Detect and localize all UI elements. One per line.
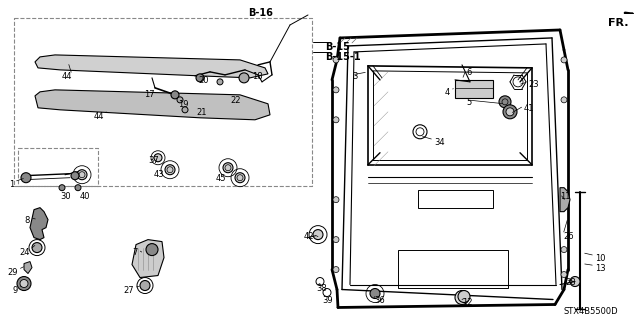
Text: 6: 6 <box>466 68 472 77</box>
Circle shape <box>20 279 28 287</box>
Circle shape <box>75 185 81 191</box>
Text: 34: 34 <box>434 138 445 147</box>
Polygon shape <box>560 188 570 211</box>
Text: 11: 11 <box>560 192 570 201</box>
Text: 17: 17 <box>145 90 155 99</box>
Text: 41: 41 <box>524 104 534 113</box>
Circle shape <box>154 154 162 162</box>
Circle shape <box>561 271 567 278</box>
Circle shape <box>333 267 339 272</box>
Circle shape <box>455 291 469 305</box>
Circle shape <box>146 244 158 256</box>
Polygon shape <box>24 262 32 274</box>
Circle shape <box>182 107 188 113</box>
Circle shape <box>217 79 223 85</box>
Circle shape <box>32 242 42 253</box>
Text: 42: 42 <box>303 232 314 241</box>
Polygon shape <box>35 90 270 120</box>
Circle shape <box>239 73 249 83</box>
Text: B-15: B-15 <box>325 42 350 52</box>
Text: 4: 4 <box>445 88 450 97</box>
Circle shape <box>165 165 175 175</box>
Text: B-15-1: B-15-1 <box>325 52 360 62</box>
Polygon shape <box>30 208 48 240</box>
Bar <box>600 14 636 28</box>
Circle shape <box>171 91 179 99</box>
Text: 20: 20 <box>198 76 209 85</box>
Bar <box>398 249 508 287</box>
Text: 26: 26 <box>563 232 573 241</box>
Circle shape <box>71 172 79 180</box>
Text: 24: 24 <box>19 248 30 256</box>
Circle shape <box>499 96 511 108</box>
Circle shape <box>561 247 567 253</box>
Circle shape <box>77 170 87 180</box>
Text: 10: 10 <box>595 254 605 263</box>
Bar <box>18 148 98 186</box>
Circle shape <box>561 197 567 203</box>
Text: STX4B5500D: STX4B5500D <box>563 308 618 316</box>
Text: 21: 21 <box>196 108 207 117</box>
Text: 44: 44 <box>61 72 72 81</box>
Circle shape <box>561 97 567 103</box>
Text: 39: 39 <box>322 295 333 305</box>
Text: 45: 45 <box>216 174 227 183</box>
Circle shape <box>313 230 323 240</box>
Circle shape <box>370 288 380 299</box>
Circle shape <box>561 57 567 63</box>
Circle shape <box>17 277 31 291</box>
Circle shape <box>458 291 470 302</box>
Text: B-16: B-16 <box>248 8 273 18</box>
Circle shape <box>333 197 339 203</box>
Circle shape <box>333 87 339 93</box>
Circle shape <box>333 57 339 63</box>
Text: 9: 9 <box>13 286 18 294</box>
Text: 23: 23 <box>528 80 539 89</box>
Bar <box>14 18 312 186</box>
Text: 5: 5 <box>466 98 471 107</box>
Circle shape <box>235 173 245 183</box>
Text: 18: 18 <box>252 72 262 81</box>
Bar <box>455 80 493 98</box>
Text: 37: 37 <box>148 156 159 165</box>
Polygon shape <box>132 240 164 278</box>
Circle shape <box>140 280 150 291</box>
Text: 36: 36 <box>374 295 385 305</box>
Text: 3: 3 <box>352 72 357 81</box>
Circle shape <box>333 117 339 123</box>
Circle shape <box>21 173 31 183</box>
Text: 44: 44 <box>93 112 104 121</box>
Circle shape <box>223 163 233 173</box>
Text: FR.: FR. <box>608 18 628 28</box>
Text: 19: 19 <box>178 100 189 109</box>
Text: 38: 38 <box>316 284 327 293</box>
Circle shape <box>59 185 65 191</box>
Circle shape <box>570 277 580 286</box>
Circle shape <box>196 74 204 82</box>
Circle shape <box>333 237 339 242</box>
Bar <box>418 190 493 208</box>
Circle shape <box>503 105 517 119</box>
Text: 30: 30 <box>60 192 70 201</box>
Text: 27: 27 <box>124 286 134 294</box>
Text: 7: 7 <box>132 248 138 256</box>
Text: 8: 8 <box>24 216 30 225</box>
Circle shape <box>177 97 183 103</box>
Text: 28: 28 <box>565 278 575 286</box>
Text: 1: 1 <box>9 180 14 189</box>
Text: 43: 43 <box>154 170 164 179</box>
Text: 12: 12 <box>462 298 472 307</box>
Text: 22: 22 <box>230 96 241 105</box>
Text: 13: 13 <box>595 263 605 272</box>
Text: 29: 29 <box>8 268 18 277</box>
Polygon shape <box>35 55 268 78</box>
Circle shape <box>506 108 514 116</box>
Text: 40: 40 <box>80 192 90 201</box>
